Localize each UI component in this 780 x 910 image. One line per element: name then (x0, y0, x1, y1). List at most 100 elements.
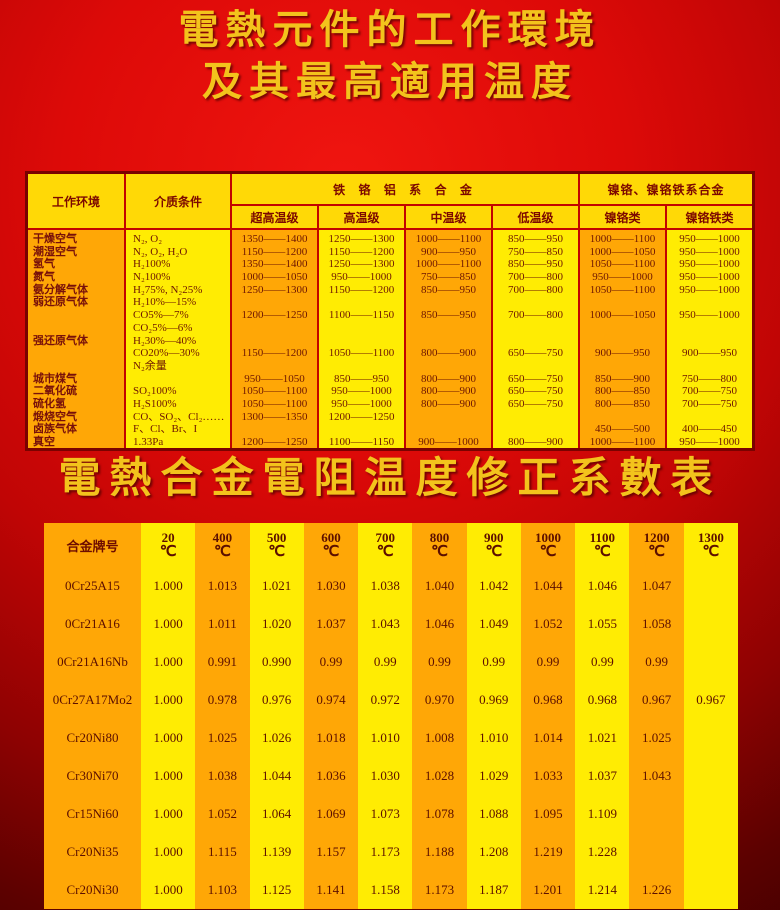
coefficient-cell: 1.029 (466, 757, 521, 795)
temperature-range (232, 423, 317, 436)
temperature-range: 950——1000 (679, 258, 740, 271)
coefficient-cell: 1.036 (303, 757, 359, 795)
temperature-range (580, 360, 665, 373)
coefficient-cell: 1.010 (466, 719, 521, 757)
coefficient-cell: 1.000 (141, 795, 196, 833)
temperature-range: 650——750 (508, 397, 563, 410)
temperature-range (232, 322, 317, 335)
coefficient-cell: 1.044 (249, 757, 304, 795)
medium-condition: CO₂5%—6% (133, 321, 193, 334)
alloy-grade-header: 合金牌号 (44, 523, 141, 567)
temperature-range: 1000——1050 (589, 309, 656, 322)
coefficient-cell: 1.043 (629, 757, 684, 795)
temperature-range: 1250——1300 (328, 233, 395, 245)
env-table-column-nicr_type: 1000——1100 1000——1050 1050——1100 950——1000 1… (580, 230, 665, 448)
coefficient-cell: 0.976 (249, 681, 304, 719)
temperature-range (232, 296, 317, 309)
coefficient-cell: 1.000 (141, 871, 196, 909)
coefficient-cell: 1.000 (141, 719, 196, 757)
coefficient-cell: 0.99 (303, 643, 359, 681)
medium-condition: N₂, O₂ (133, 233, 163, 245)
alloy-grade-cell: 0Cr21A16Nb (44, 643, 141, 681)
temperature-range (667, 335, 752, 348)
coefficient-cell: 1.188 (412, 833, 467, 871)
env-table-column-high_grade: 1250——1300 1150——1200 1250——1300 950——1000 1… (319, 230, 404, 448)
environment-label: 真空 (33, 436, 55, 448)
env-table-column-nicrfe_type: 950——1000 950——1000 950——1000 950——1000 950—… (667, 230, 752, 448)
environment-label: 氮气 (33, 271, 55, 284)
coefficient-cell: 1.208 (466, 833, 521, 871)
temperature-range: 800——900 (421, 372, 476, 385)
coefficient-cell: 1.201 (520, 871, 576, 909)
medium-condition: SO₂100% (133, 385, 177, 398)
coefficient-cell (683, 833, 738, 871)
coefficient-cell (683, 757, 738, 795)
environment-label (28, 360, 124, 373)
coefficient-cell: 1.125 (249, 871, 304, 909)
coefficient-cell: 1.000 (141, 681, 196, 719)
alloy-grade-cell: Cr30Ni70 (44, 757, 141, 795)
coefficient-cell: 0.991 (195, 643, 250, 681)
coefficient-cell: 1.046 (412, 605, 467, 643)
temp-header-400: 400 ℃ (195, 523, 250, 567)
temperature-range: 1000——1100 (415, 233, 482, 245)
temp-header-1000: 1000 ℃ (520, 523, 576, 567)
environment-label: 氢气 (33, 258, 55, 271)
coefficient-cell: 0.968 (575, 681, 630, 719)
environment-label: 潮湿空气 (33, 245, 77, 258)
temperature-range: 800——900 (508, 436, 563, 448)
coefficient-cell: 1.078 (412, 795, 467, 833)
temperature-range: 850——950 (508, 258, 563, 271)
temperature-range: 950——1000 (331, 271, 392, 284)
env-table-column-low_grade: 850——950 750——850 850——950 700——800 700——800… (493, 230, 578, 448)
temperature-range (319, 296, 404, 309)
temperature-range (406, 423, 491, 436)
environment-label: 二氧化硫 (33, 385, 77, 398)
environment-label (28, 309, 124, 322)
temperature-range: 950——1000 (679, 283, 740, 296)
temperature-range: 450——500 (595, 423, 650, 436)
coefficient-cell: 1.037 (303, 605, 359, 643)
temperature-range: 1250——1300 (328, 258, 395, 271)
coefficient-cell: 0.967 (683, 681, 738, 719)
coefficient-cell: 1.173 (412, 871, 467, 909)
temperature-range: 650——750 (508, 385, 563, 398)
nicr-group-header: 镍铬、镍铬铁系合金 (580, 174, 752, 204)
temp-header-700: 700 ℃ (358, 523, 413, 567)
temperature-range (493, 296, 578, 309)
temperature-range: 1300——1350 (241, 410, 308, 423)
medium-condition: H₂S100% (133, 397, 177, 410)
coefficient-cell: 1.000 (141, 833, 196, 871)
coefficient-cell (683, 643, 738, 681)
temperature-range: 1050——1100 (241, 385, 308, 398)
coefficient-cell: 1.103 (195, 871, 250, 909)
temp-header-600: 600 ℃ (303, 523, 359, 567)
coefficient-cell: 1.028 (412, 757, 467, 795)
temperature-range: 1350——1400 (241, 258, 308, 271)
env-table-column-ultra_high_grade: 1350——1400 1150——1200 1350——1400 1000——1050… (232, 230, 317, 448)
coefficient-cell: 0.968 (520, 681, 576, 719)
coefficient-cell: 1.043 (358, 605, 413, 643)
coefficient-cell: 1.030 (358, 757, 413, 795)
coefficient-cell: 1.069 (303, 795, 359, 833)
temperature-range: 800——900 (421, 385, 476, 398)
coefficient-cell: 1.141 (303, 871, 359, 909)
temperature-range: 750——850 (421, 271, 476, 284)
temperature-range: 950——1000 (331, 397, 392, 410)
temperature-range (232, 360, 317, 373)
env-column-header: 工作环境 (28, 174, 124, 228)
temp-header-1100: 1100 ℃ (575, 523, 630, 567)
temperature-range (493, 322, 578, 335)
temperature-range: 650——750 (508, 347, 563, 360)
coefficient-cell: 1.187 (466, 871, 521, 909)
temperature-range (667, 411, 752, 424)
medium-condition: 1.33Pa (133, 436, 164, 448)
coefficient-cell: 1.046 (575, 567, 630, 605)
coefficient-cell: 0.99 (358, 643, 413, 681)
coefficient-cell: 1.025 (195, 719, 250, 757)
temp-header-800: 800 ℃ (412, 523, 467, 567)
coefficient-cell: 0.974 (303, 681, 359, 719)
subheader-high: 高温级 (319, 206, 404, 228)
coefficient-cell: 1.047 (629, 567, 684, 605)
coefficient-cell: 0.972 (358, 681, 413, 719)
